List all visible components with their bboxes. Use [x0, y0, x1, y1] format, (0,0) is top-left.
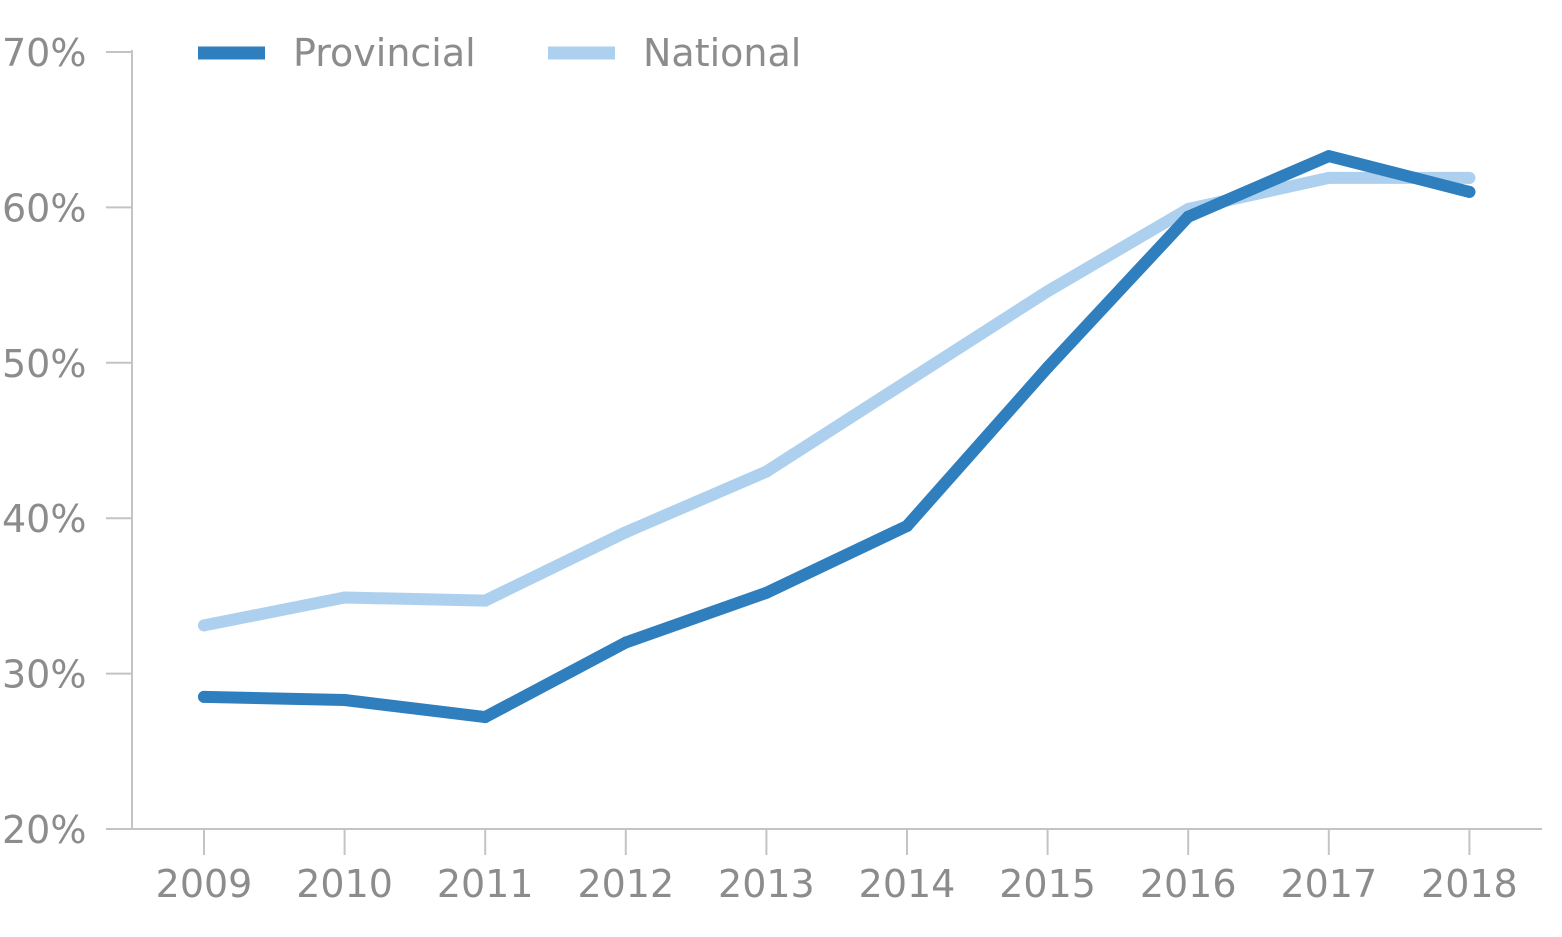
data-point-national [760, 465, 773, 478]
axes [131, 50, 1542, 830]
x-tick-label: 2012 [577, 862, 674, 906]
data-point-national [479, 594, 492, 607]
data-point-provincial [1182, 210, 1195, 223]
y-tick-label: 30% [2, 653, 86, 697]
x-tick-label: 2010 [296, 862, 393, 906]
legend-item-provincial: Provincial [198, 31, 476, 75]
data-point-provincial [1041, 361, 1054, 374]
data-point-provincial [198, 690, 210, 703]
data-point-national [198, 619, 210, 632]
data-point-provincial [1322, 150, 1335, 163]
data-point-provincial [901, 520, 913, 532]
data-point-provincial [619, 636, 632, 649]
x-tick-label: 2015 [999, 862, 1096, 906]
x-tick-label: 2013 [718, 862, 815, 906]
x-ticks: 2009 2010 2011 2012 2013 2014 2015 2016 2017 2018 [156, 829, 1518, 906]
y-tick-label: 20% [2, 808, 86, 852]
legend-item-national: National [548, 31, 801, 75]
x-tick-label: 2009 [156, 862, 253, 906]
series-line-provincial [198, 150, 1476, 724]
x-tick-label: 2011 [437, 862, 534, 906]
data-point-national [338, 591, 351, 604]
legend: Provincial National [198, 31, 801, 75]
legend-label-provincial: Provincial [293, 31, 476, 75]
data-point-national [1041, 285, 1054, 298]
legend-label-national: National [643, 31, 801, 75]
data-point-national [901, 375, 913, 388]
series-line-national [198, 171, 1476, 632]
y-tick-label: 40% [2, 497, 86, 541]
data-point-provincial [1463, 185, 1476, 198]
data-point-national [1322, 171, 1335, 184]
data-point-national [619, 526, 632, 539]
data-point-provincial [760, 586, 773, 599]
y-tick-label: 50% [2, 342, 86, 386]
x-tick-label: 2016 [1140, 862, 1237, 906]
series-layer [198, 150, 1476, 724]
y-tick-label: 70% [2, 31, 86, 75]
y-tick-label: 60% [2, 186, 86, 230]
data-point-provincial [479, 711, 492, 724]
data-point-national [1463, 171, 1476, 184]
y-ticks: 20% 30% 40% 50% 60% 70% [2, 31, 132, 852]
x-tick-label: 2014 [859, 862, 956, 906]
x-tick-label: 2017 [1280, 862, 1377, 906]
data-point-provincial [338, 694, 351, 706]
x-tick-label: 2018 [1421, 862, 1518, 906]
